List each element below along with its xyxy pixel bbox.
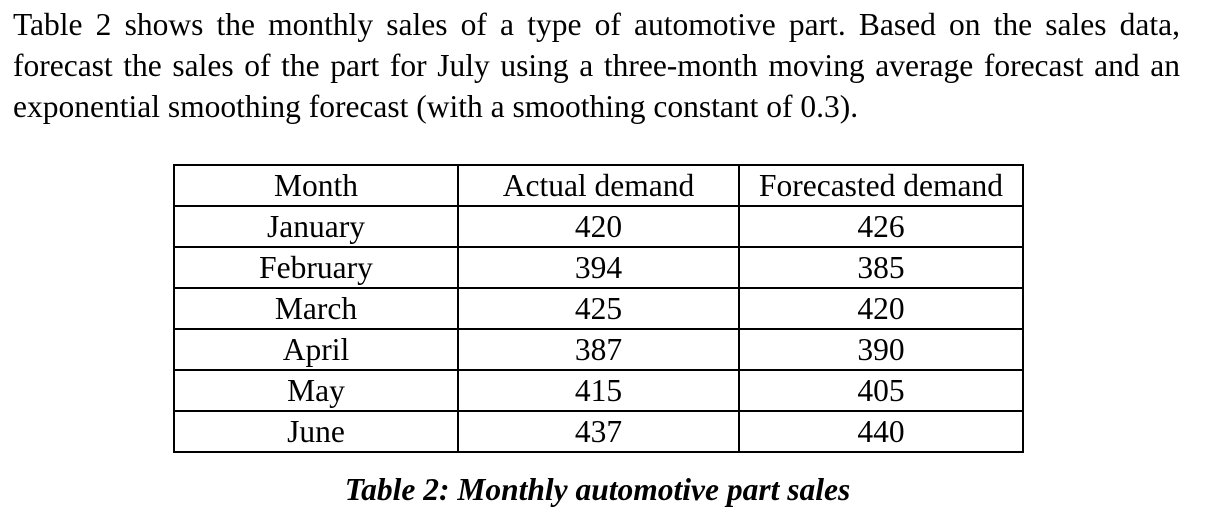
table-row-january: January 420 426 [173, 205, 1024, 248]
problem-statement-line-3: exponential smoothing forecast (with a s… [13, 89, 859, 124]
cell-month: June [173, 410, 459, 453]
cell-actual-demand: 415 [457, 369, 740, 412]
table-row-june: June 437 440 [173, 410, 1024, 453]
cell-forecasted-demand: 420 [738, 287, 1024, 330]
sales-table: Month Actual demand Forecasted demand Ja… [173, 164, 1024, 453]
cell-actual-demand: 437 [457, 410, 740, 453]
cell-month: February [173, 246, 459, 289]
cell-forecasted-demand: 426 [738, 205, 1024, 248]
cell-month: May [173, 369, 459, 412]
cell-actual-demand: 387 [457, 328, 740, 371]
table-header-actual-demand: Actual demand [457, 164, 740, 207]
problem-statement-line-2: forecast the sales of the part for July … [13, 48, 1180, 83]
cell-forecasted-demand: 385 [738, 246, 1024, 289]
table-row-april: April 387 390 [173, 328, 1024, 371]
cell-forecasted-demand: 390 [738, 328, 1024, 371]
problem-statement-line-1: Table 2 shows the monthly sales of a typ… [13, 7, 1180, 42]
cell-forecasted-demand: 440 [738, 410, 1024, 453]
cell-month: March [173, 287, 459, 330]
cell-actual-demand: 420 [457, 205, 740, 248]
table-row-march: March 425 420 [173, 287, 1024, 330]
cell-forecasted-demand: 405 [738, 369, 1024, 412]
table-row-february: February 394 385 [173, 246, 1024, 289]
table-header-month: Month [173, 164, 459, 207]
cell-month: January [173, 205, 459, 248]
table-row-may: May 415 405 [173, 369, 1024, 412]
table-header-forecasted-demand: Forecasted demand [738, 164, 1024, 207]
cell-actual-demand: 394 [457, 246, 740, 289]
cell-month: April [173, 328, 459, 371]
table-caption: Table 2: Monthly automotive part sales [344, 472, 851, 507]
problem-statement: Table 2 shows the monthly sales of a typ… [13, 4, 1180, 127]
table-header-row: Month Actual demand Forecasted demand [173, 164, 1024, 207]
cell-actual-demand: 425 [457, 287, 740, 330]
